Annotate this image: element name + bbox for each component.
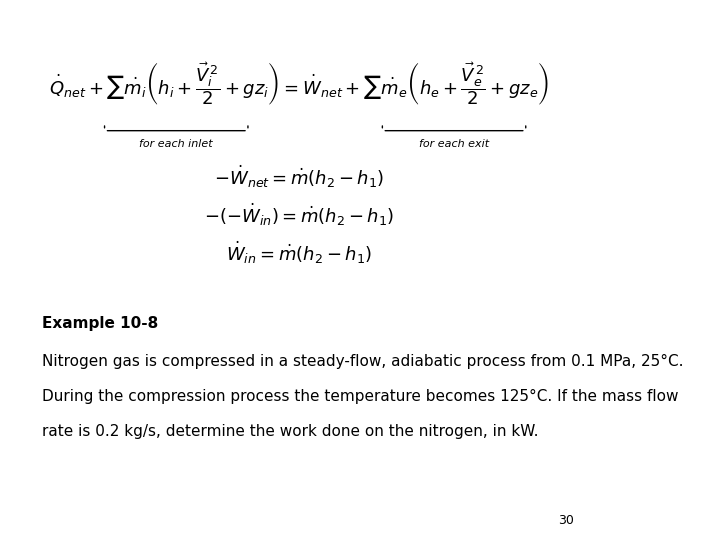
Text: $\dot{Q}_{net} + \sum \dot{m}_i \left( h_i + \dfrac{\vec{V}_i^{\,2}}{2} + gz_i \: $\dot{Q}_{net} + \sum \dot{m}_i \left( h… (49, 60, 549, 107)
Text: During the compression process the temperature becomes 125°C. If the mass flow: During the compression process the tempe… (42, 389, 678, 404)
Text: Example 10-8: Example 10-8 (42, 316, 158, 331)
Text: 30: 30 (558, 514, 574, 526)
Text: for each inlet: for each inlet (140, 139, 213, 150)
Text: rate is 0.2 kg/s, determine the work done on the nitrogen, in kW.: rate is 0.2 kg/s, determine the work don… (42, 424, 539, 439)
Text: $\dot{W}_{in} = \dot{m}(h_2 - h_1)$: $\dot{W}_{in} = \dot{m}(h_2 - h_1)$ (225, 240, 372, 266)
Text: for each exit: for each exit (419, 139, 489, 150)
Text: $-(-\dot{W}_{in}) = \dot{m}(h_2 - h_1)$: $-(-\dot{W}_{in}) = \dot{m}(h_2 - h_1)$ (204, 202, 394, 228)
Text: $-\dot{W}_{net} = \dot{m}(h_2 - h_1)$: $-\dot{W}_{net} = \dot{m}(h_2 - h_1)$ (214, 164, 384, 190)
Text: Nitrogen gas is compressed in a steady-flow, adiabatic process from 0.1 MPa, 25°: Nitrogen gas is compressed in a steady-f… (42, 354, 683, 369)
